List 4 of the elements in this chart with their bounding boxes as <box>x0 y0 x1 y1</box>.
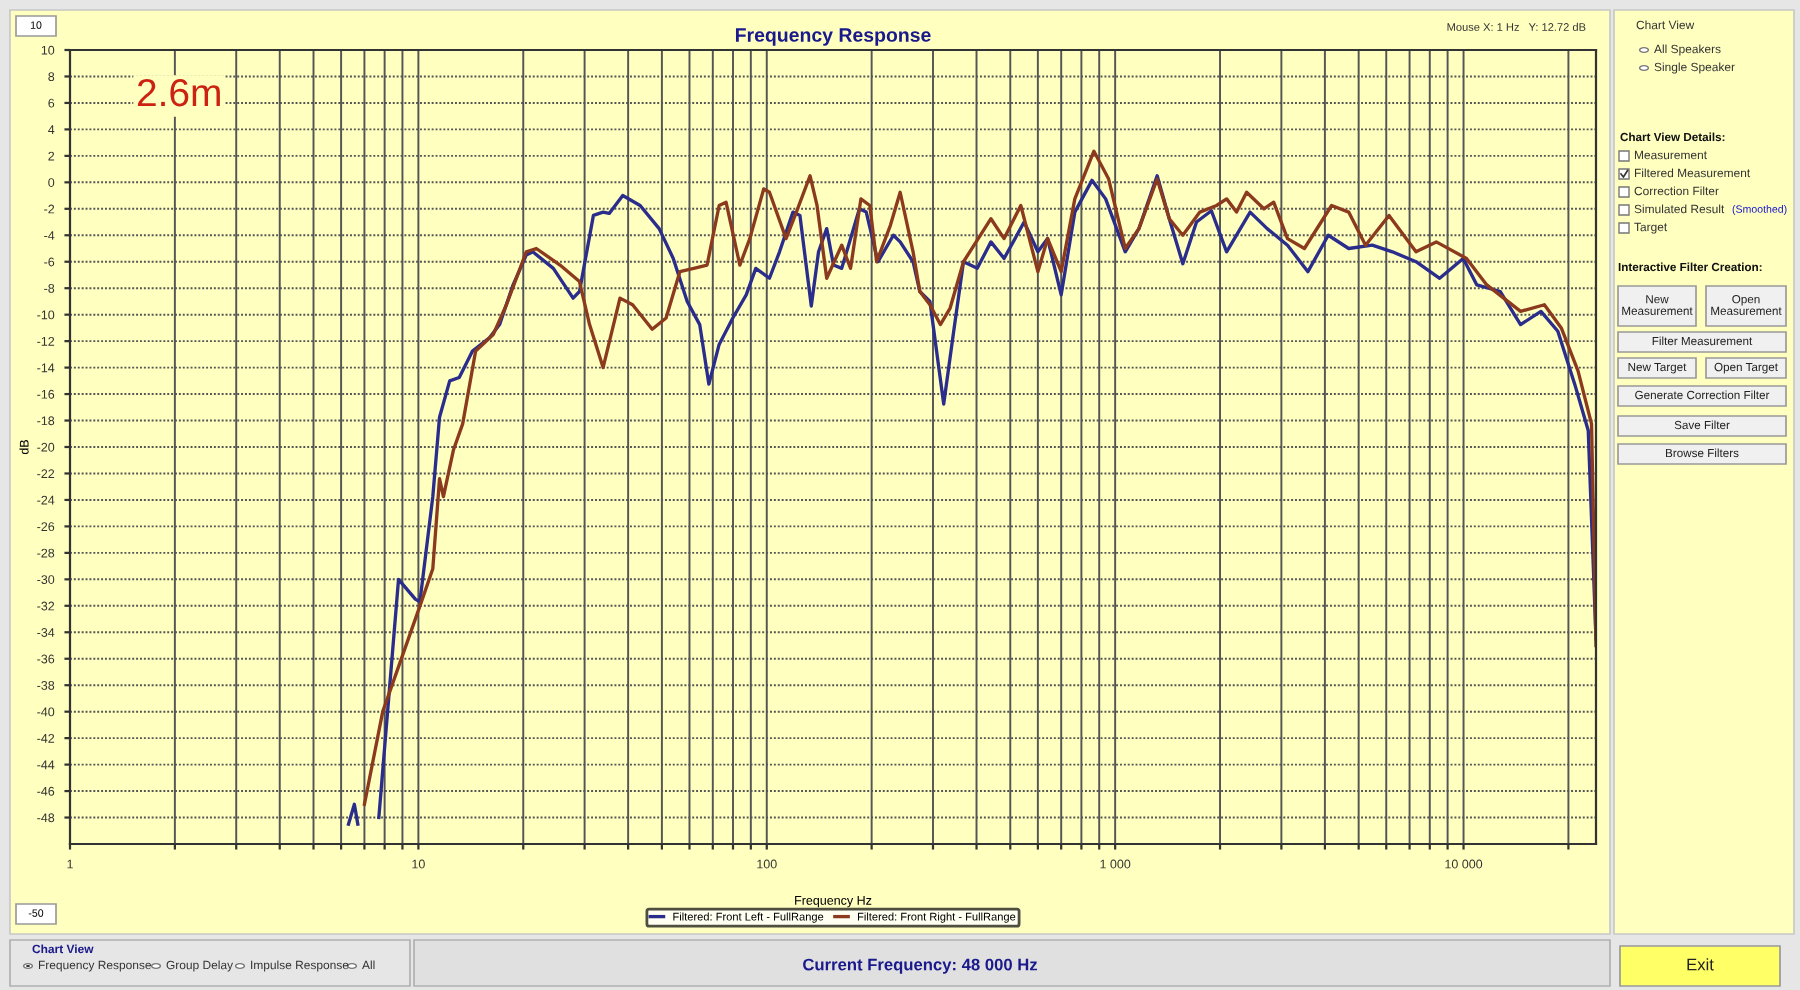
chart-title: Frequency Response <box>735 28 931 46</box>
text: Exit <box>1687 958 1714 971</box>
text: Current Frequency: 48 000 Hz <box>803 958 1038 974</box>
annotation: 2.6m <box>137 78 220 107</box>
